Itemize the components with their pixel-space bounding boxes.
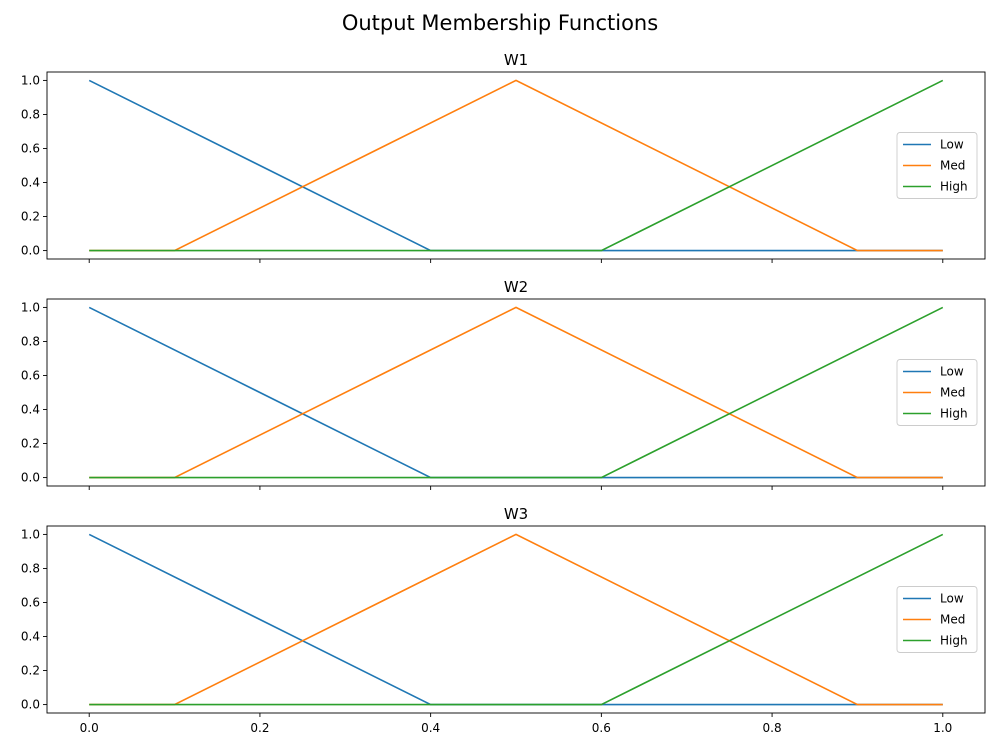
legend-label-low: Low <box>940 592 964 606</box>
y-tick-label: 0.6 <box>21 141 40 155</box>
x-tick-label: 0.0 <box>80 721 99 735</box>
y-tick-label: 0.6 <box>21 595 40 609</box>
series-line-high <box>89 79 944 252</box>
legend-label-med: Med <box>940 159 965 173</box>
y-tick-label: 0.6 <box>21 368 40 382</box>
legend-box <box>896 132 978 199</box>
y-tick-label: 0.0 <box>21 698 40 712</box>
y-tick-label: 0.0 <box>21 471 40 485</box>
y-tick-label: 1.0 <box>21 300 40 314</box>
axes-frame <box>46 525 986 714</box>
axes-frame <box>46 71 986 260</box>
x-tick-label: 0.6 <box>592 721 611 735</box>
y-tick-label: 0.4 <box>21 403 40 417</box>
series-line-high <box>89 533 944 706</box>
legend-label-med: Med <box>940 613 965 627</box>
x-tick-label: 0.8 <box>763 721 782 735</box>
series-line-high <box>89 306 944 479</box>
y-tick-label: 0.2 <box>21 664 40 678</box>
y-tick-label: 0.2 <box>21 437 40 451</box>
y-tick-label: 1.0 <box>21 527 40 541</box>
x-tick-label: 0.2 <box>250 721 269 735</box>
y-tick-label: 0.0 <box>21 244 40 258</box>
y-tick-label: 0.4 <box>21 176 40 190</box>
y-tick-label: 0.8 <box>21 107 40 121</box>
subplot-2: W2 0.0 0.2 0.4 0.6 0.8 1.0 Low Med High <box>21 278 986 490</box>
y-tick-label: 0.8 <box>21 561 40 575</box>
legend-label-low: Low <box>940 138 964 152</box>
legend-label-high: High <box>940 634 968 648</box>
x-tick-label: 0.4 <box>421 721 440 735</box>
legend: Low Med High <box>896 132 978 199</box>
y-tick-label: 0.2 <box>21 210 40 224</box>
legend-label-med: Med <box>940 386 965 400</box>
subplot-title: W2 <box>504 278 528 296</box>
legend: Low Med High <box>896 586 978 653</box>
subplot-1: W1 0.0 0.2 0.4 0.6 0.8 1.0 Low Med High <box>21 51 986 263</box>
x-tick-label: 1.0 <box>933 721 952 735</box>
subplot-title: W3 <box>504 505 528 523</box>
legend-box <box>896 586 978 653</box>
figure-title: Output Membership Functions <box>342 11 658 35</box>
y-tick-label: 0.8 <box>21 334 40 348</box>
axes-frame <box>46 298 986 487</box>
legend-box <box>896 359 978 426</box>
legend: Low Med High <box>896 359 978 426</box>
y-tick-label: 1.0 <box>21 73 40 87</box>
subplot-3: W3 0.0 0.2 0.4 0.6 0.8 1.0 0.0 0.2 0.4 0.6 0.8 1.0 Lo… <box>21 505 986 735</box>
legend-label-high: High <box>940 180 968 194</box>
legend-label-high: High <box>940 407 968 421</box>
subplot-title: W1 <box>504 51 528 69</box>
y-tick-label: 0.4 <box>21 630 40 644</box>
legend-label-low: Low <box>940 365 964 379</box>
